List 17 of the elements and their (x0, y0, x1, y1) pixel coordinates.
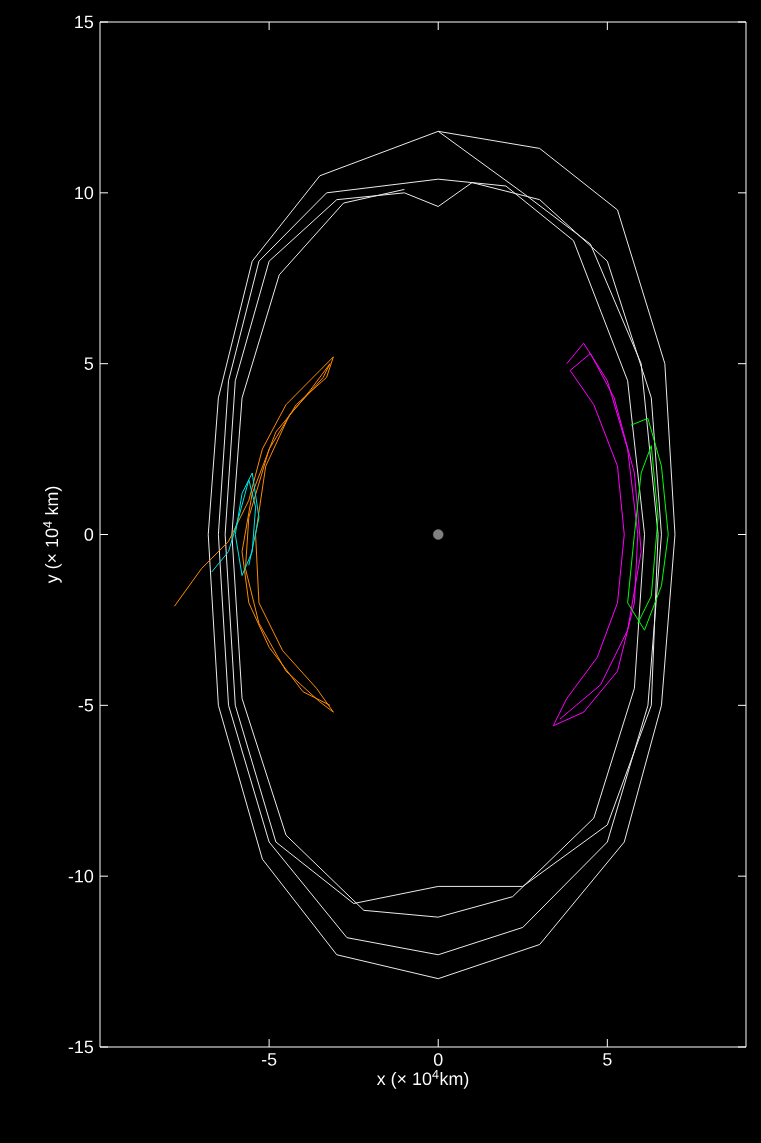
y-tick-label: -5 (78, 699, 94, 712)
line-series (211, 472, 260, 576)
y-tick-label: 15 (75, 15, 94, 29)
line-series (207, 130, 676, 980)
y-tick-label: -10 (68, 869, 94, 883)
x-tick-label: 0 (433, 1053, 443, 1066)
x-axis-title: x (× 10$^{4}$km) (376, 1070, 469, 1089)
y-tick-label: 10 (75, 186, 94, 200)
line-series (627, 417, 669, 631)
x-tick-label: -5 (261, 1053, 277, 1066)
x-tick-label: 5 (603, 1053, 612, 1066)
y-tick-label: 5 (84, 357, 94, 370)
line-series (552, 342, 642, 727)
line-series (173, 356, 334, 713)
y-tick-label: 0 (84, 528, 94, 541)
y-axis-title: y (× 10$^{4}$ km) (43, 486, 62, 584)
y-tick-label: -15 (68, 1040, 94, 1054)
